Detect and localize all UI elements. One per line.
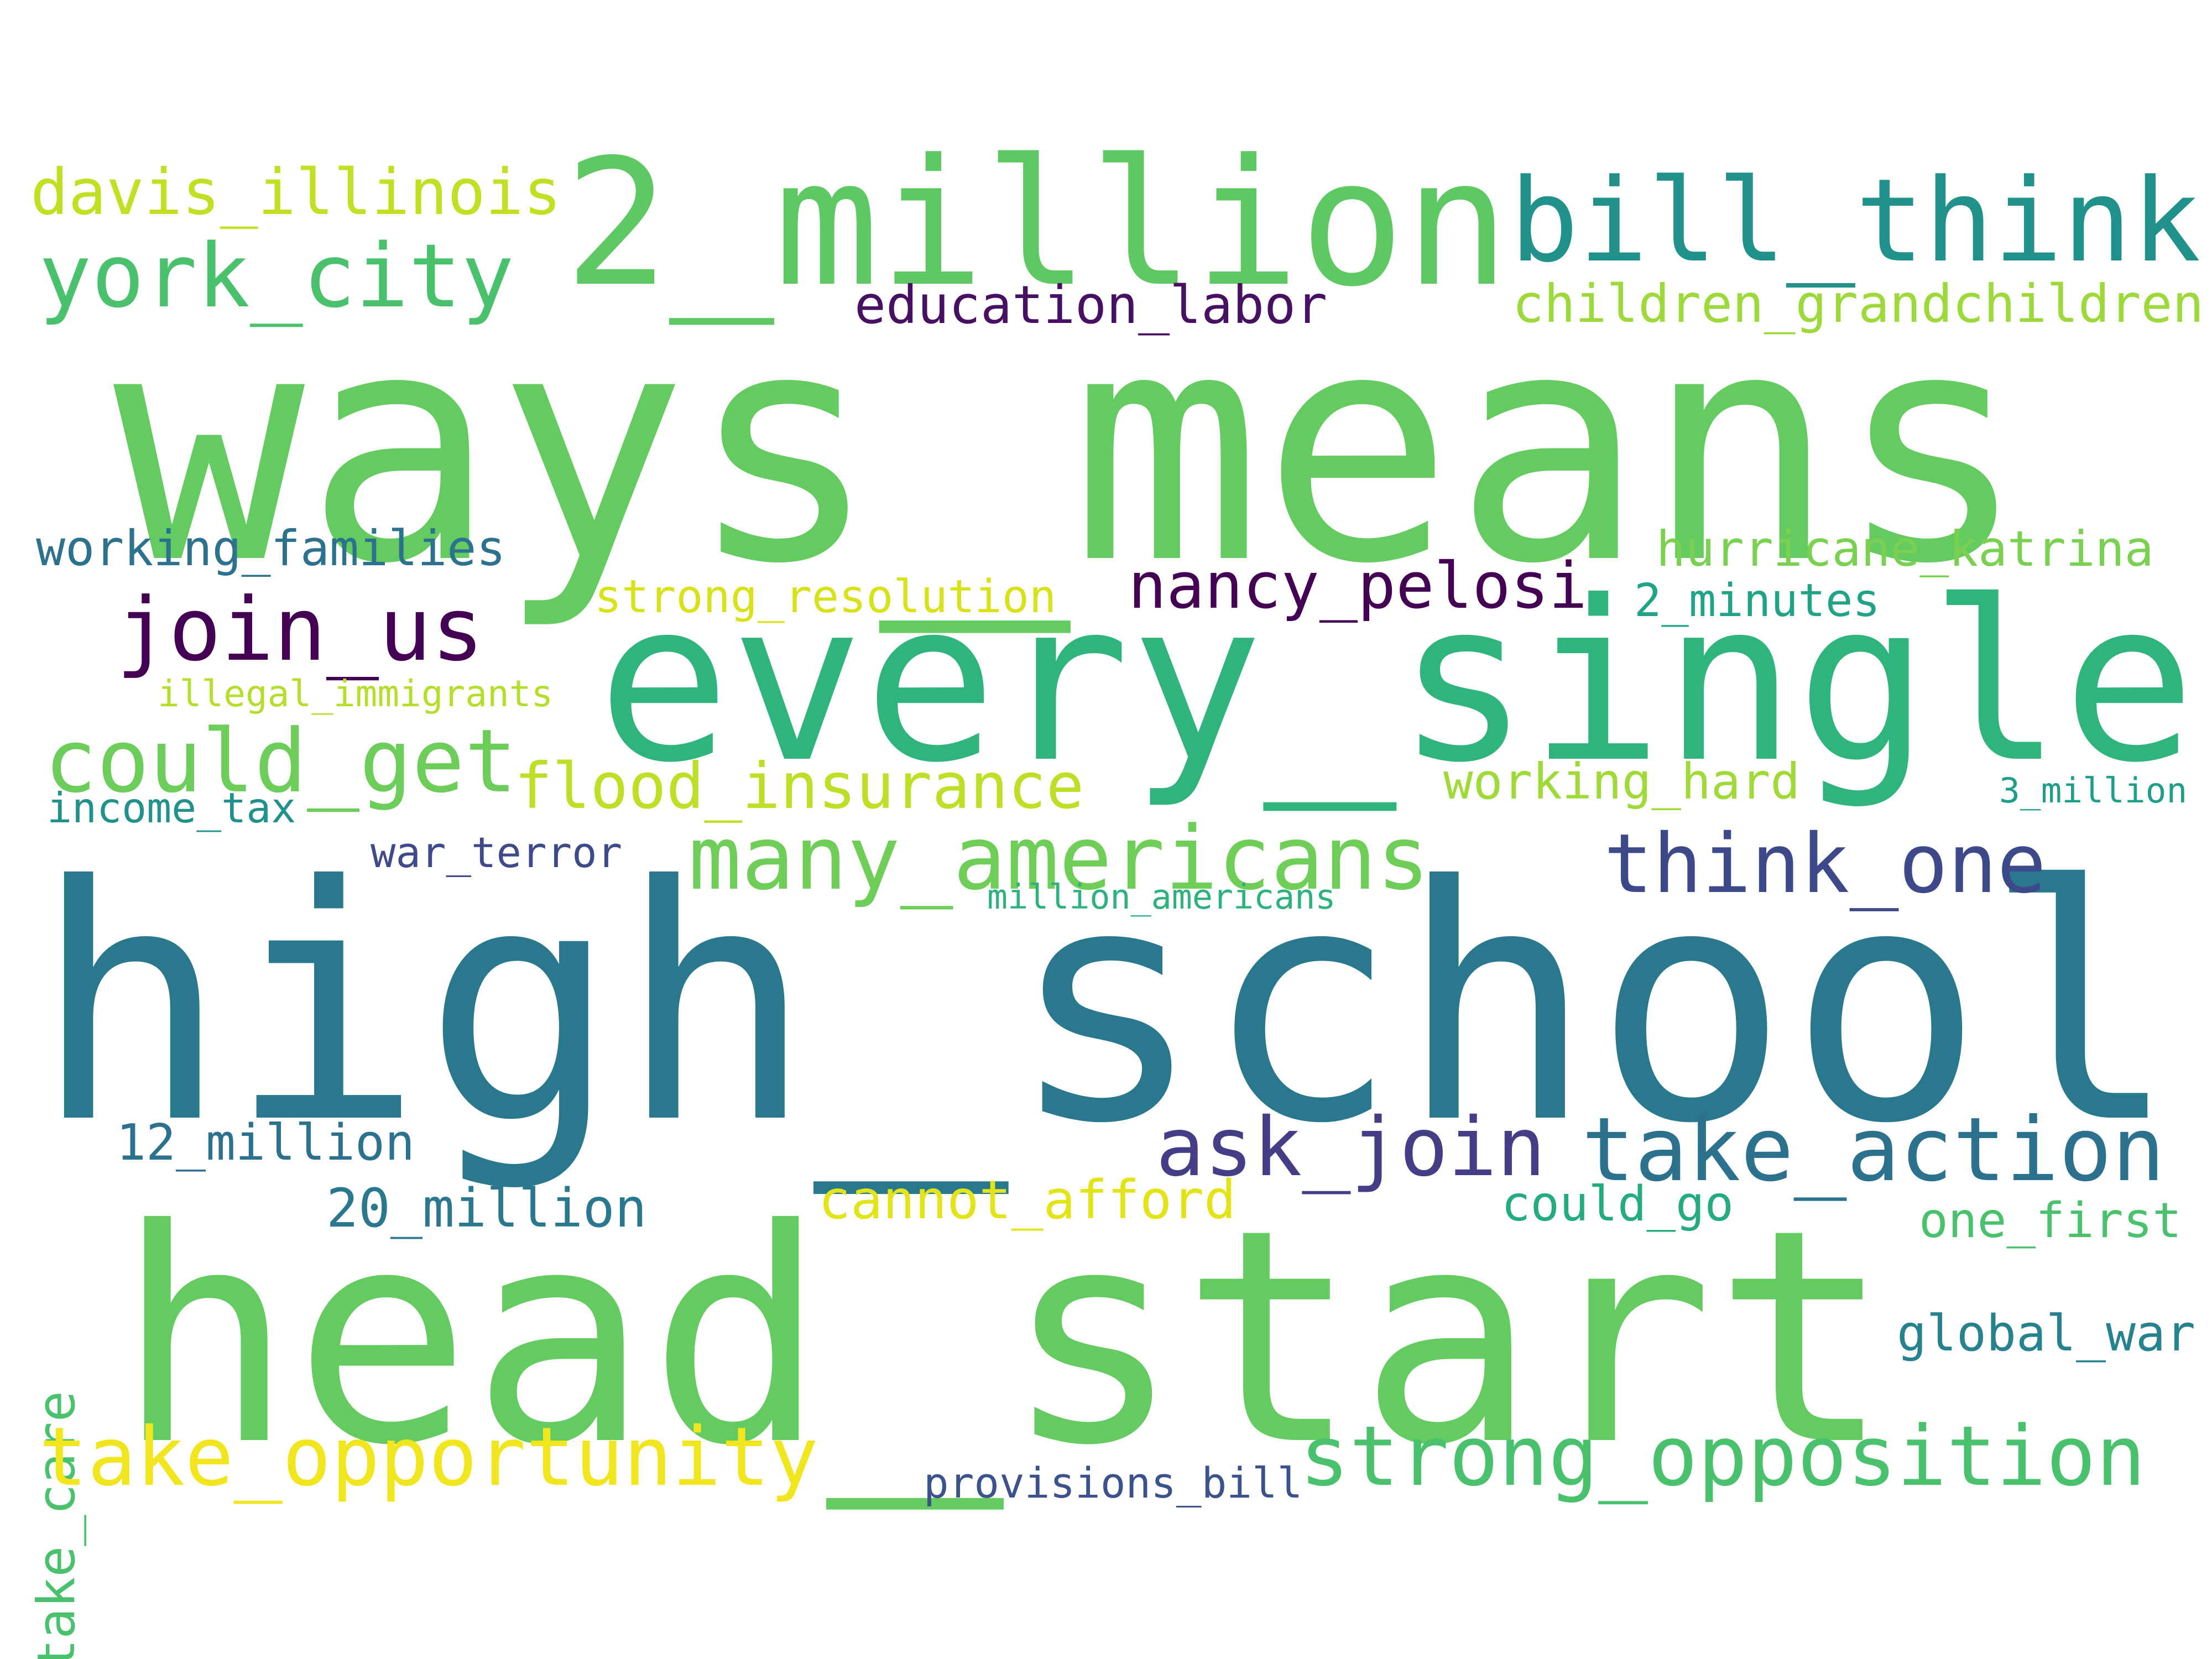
word-working-families: working_families <box>36 520 506 577</box>
word-million-americans: million_americans <box>987 877 1336 917</box>
word-3-million: 3_million <box>1999 770 2188 811</box>
word-could-get: could_get <box>44 711 518 812</box>
word-take-action: take_action <box>1582 1098 2165 1202</box>
word-war-terror: war_terror <box>371 828 623 877</box>
word-think-one: think_one <box>1604 816 2047 911</box>
word-illegal-immigrants: illegal_immigrants <box>158 672 554 715</box>
word-2-million: 2_million <box>564 122 1510 326</box>
word-york-city: york_city <box>39 225 514 327</box>
word-ask-join: ask_join <box>1156 1099 1546 1194</box>
word-every-single: every_single <box>597 554 2196 811</box>
word-working-hard: working_hard <box>1443 753 1801 811</box>
word-nancy-pelosi: nancy_pelosi <box>1128 549 1588 623</box>
word-income-tax: income_tax <box>47 784 296 833</box>
word-join-us: join_us <box>116 580 484 681</box>
word-hurricane-katrina: hurricane_katrina <box>1656 520 2154 577</box>
word-davis-illinois: davis_illinois <box>30 155 561 229</box>
word-bill-think: bill_think <box>1510 154 2201 288</box>
word-high-school: high_school <box>33 817 2179 1195</box>
word-one-first: one_first <box>1919 1192 2182 1249</box>
word-education-labor: education_labor <box>854 275 1328 336</box>
word-ways-means: ways_means <box>113 262 2028 633</box>
word-20-million: 20_million <box>326 1177 647 1239</box>
word-head-start: head_start <box>116 1166 1892 1510</box>
word-2-minutes: 2_minutes <box>1634 575 1880 628</box>
word-flood-insurance: flood_insurance <box>514 749 1084 823</box>
word-global-war: global_war <box>1897 1305 2195 1363</box>
word-provisions-bill: provisions_bill <box>924 1458 1303 1507</box>
word-children-grandchildren: children_grandchildren <box>1512 273 2204 335</box>
word-take-opportunity: take_opportunity <box>39 1409 819 1504</box>
word-strong-opposition: strong_opposition <box>1300 1408 2146 1505</box>
word-12-million: 12_million <box>116 1114 415 1172</box>
word-cannot-afford: cannot_afford <box>818 1168 1237 1231</box>
word-strong-resolution: strong_resolution <box>594 571 1057 624</box>
word-many-americans: many_americans <box>688 807 1430 910</box>
word-could-go: could_go <box>1501 1175 1734 1232</box>
